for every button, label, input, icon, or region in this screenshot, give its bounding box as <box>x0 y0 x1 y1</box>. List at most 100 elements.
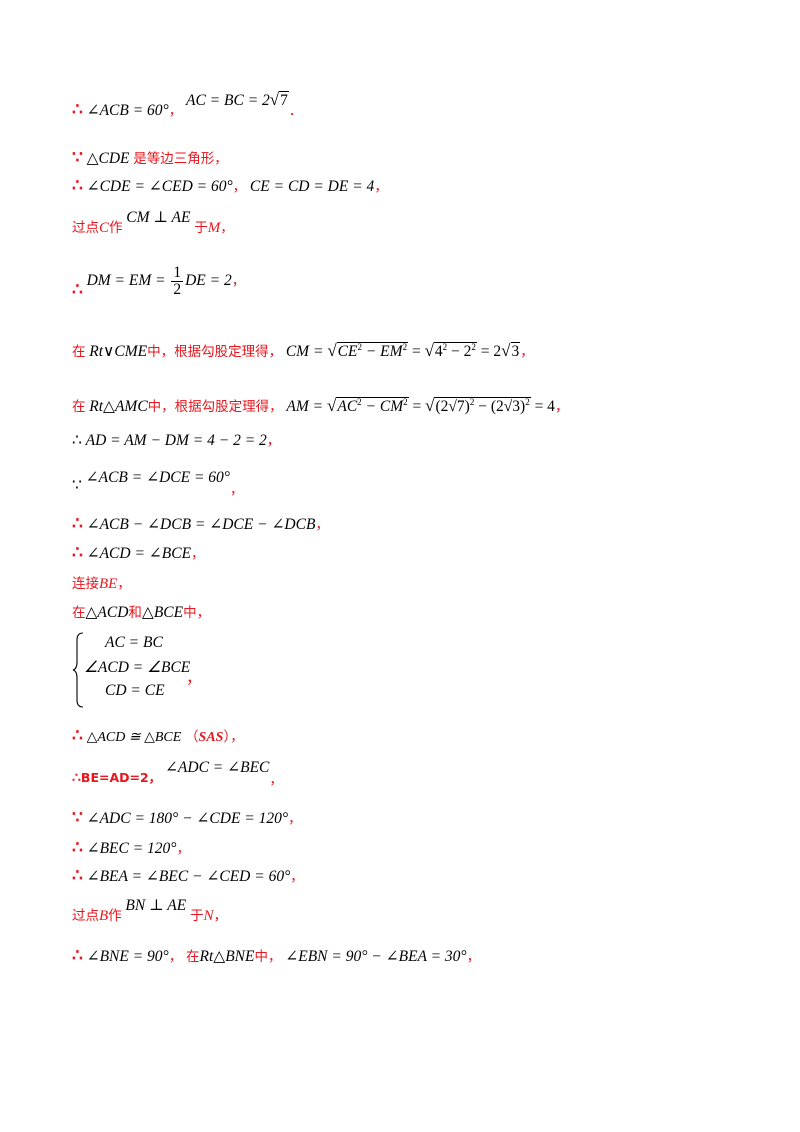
math-expr: CM = √CE2 − EM2 = √42 − 22 = 2√3 <box>285 341 521 361</box>
proof-line-20: ∴ ∠BNE = 90°， 在Rt△BNE中， ∠EBN = 90° − ∠BE… <box>72 946 480 967</box>
equation-3: CD = CE <box>105 682 165 699</box>
equation-2: ∠ACD = ∠BCE <box>84 659 191 676</box>
punct: ， <box>466 949 481 965</box>
text: 中，根据勾股定理得， <box>147 344 283 361</box>
because-symbol: ∵ <box>72 148 83 167</box>
sqrt-sign-small: √ <box>448 398 457 416</box>
var: B <box>99 908 109 924</box>
therefore-symbol: ∴ <box>72 176 83 195</box>
math-part: CM = <box>285 343 324 361</box>
math-expr: ∠ACB − ∠DCB = ∠DCE − ∠DCB <box>86 516 316 533</box>
proof-line-7: 在 Rt△AMC中，根据勾股定理得， AM = √AC2 − CM2 = √(2… <box>72 392 568 417</box>
punct: ， <box>290 869 304 885</box>
proof-line-15: ∴BE=AD=2， ∠ADC = ∠BEC， <box>72 759 283 788</box>
math-expr: AC = BC = 2√7 <box>186 90 289 109</box>
proof-line-5: ∴ DM = EM = 1 2 DE = 2， <box>72 262 245 299</box>
proof-line-2: ∵ △CDE 是等边三角形， <box>72 148 228 169</box>
math-part: = 4 <box>534 398 555 416</box>
proof-line-16: ∵ ∠ADC = 180° − ∠CDE = 120°， <box>72 808 302 829</box>
therefore-symbol: ∴ <box>72 866 83 885</box>
proof-line-1: ∴ ∠ACB = 60°， AC = BC = 2√7． <box>72 90 303 121</box>
therefore-symbol: ∴ <box>72 726 83 745</box>
punct: ， <box>288 811 302 827</box>
punct: ， <box>231 273 246 289</box>
punct: ， <box>232 179 247 195</box>
denominator: 2 <box>173 281 182 299</box>
math-part: ) <box>520 398 526 416</box>
math-expr: DM = EM = <box>86 272 166 289</box>
left-brace <box>72 632 84 708</box>
sqrt-sign: √ <box>424 341 434 361</box>
math-part: AC <box>337 398 358 416</box>
radicand: CE2 − EM2 <box>336 342 409 361</box>
therefore-symbol: ∴ <box>72 280 83 299</box>
therefore-symbol: ∴ <box>72 771 81 786</box>
math-expr: Rt△AMC <box>89 398 148 416</box>
text: 和 <box>128 605 142 621</box>
proof-line-11: ∴ ∠ACD = ∠BCE， <box>72 543 205 564</box>
punct: ， <box>374 179 388 195</box>
math-expr: ∠BEA = ∠BEC − ∠CED = 60° <box>86 868 291 885</box>
math-part: AM = <box>286 398 324 416</box>
proof-line-3: ∴ ∠CDE = ∠CED = 60°， CE = CD = DE = 4， <box>72 176 388 197</box>
sqrt-sign-small: √ <box>503 398 513 416</box>
math-part: ) <box>464 398 470 416</box>
sqrt-sign: √ <box>269 90 280 109</box>
text: 中， <box>254 949 282 965</box>
because-symbol: ∵ <box>72 477 82 494</box>
math-expr: ∠ADC = ∠BEC <box>164 759 270 776</box>
punct: ， <box>220 220 234 236</box>
math-expr: ∠BEC = 120° <box>86 840 177 857</box>
proof-line-9: ∵ ∠ACB = ∠DCE = 60°， <box>72 468 244 498</box>
punct: ， <box>168 103 183 119</box>
math-expr: CM ⊥ AE <box>126 209 191 226</box>
because-symbol: ∵ <box>72 808 83 827</box>
punct: ． <box>288 103 303 119</box>
math-expr: BN ⊥ AE <box>125 897 187 914</box>
text: 中， <box>183 605 211 621</box>
math-part: (2 <box>435 398 449 416</box>
math-expr: ∠EBN = 90° − ∠BEA = 30° <box>285 948 467 965</box>
equation-1: AC = BC <box>105 634 163 651</box>
math-expr: ∠ACD = ∠BCE <box>86 545 192 562</box>
radicand: 7 <box>279 91 289 109</box>
text: 于 <box>194 220 208 236</box>
text: ）， <box>223 729 244 745</box>
therefore-symbol: ∴ <box>72 100 83 119</box>
text: 作 <box>108 908 122 924</box>
equation-system: AC = BC ∠ACD = ∠BCE ， CD = CE <box>72 632 272 708</box>
punct: ， <box>213 908 227 924</box>
proof-line-18: ∴ ∠BEA = ∠BEC − ∠CED = 60°， <box>72 866 304 887</box>
text: 过点 <box>72 908 99 924</box>
text: BE=AD=2， <box>80 770 162 785</box>
text: 过点 <box>72 220 99 236</box>
math-expr: △ACD ≅ △BCE <box>86 730 182 745</box>
radicand: 42 − 22 <box>433 342 477 361</box>
text: 在 <box>72 605 86 621</box>
proof-line-6: 在 Rt∨CME中，根据勾股定理得， CM = √CE2 − EM2 = √42… <box>72 337 534 362</box>
var: M <box>207 220 221 236</box>
var: SAS <box>198 730 224 745</box>
punct: ， <box>168 949 183 965</box>
punct: ， <box>266 433 281 449</box>
math-part: = 2 <box>480 343 502 361</box>
proof-line-13: 在△ACD和△BCE中， <box>72 603 210 623</box>
text: 在 <box>186 949 200 965</box>
punct: ， <box>520 344 534 361</box>
text: 在 <box>72 344 86 361</box>
sqrt-sign: √ <box>425 396 435 416</box>
math-part: CE <box>337 343 358 361</box>
text: 中，根据勾股定理得， <box>147 399 283 416</box>
math-expr: AM = √AC2 − CM2 = √(2√7)2 − (2√3)2 = 4 <box>286 396 555 416</box>
math-expr: Rt△BNE <box>199 948 255 965</box>
proof-line-8: ∴ AD = AM − DM = 4 − 2 = 2， <box>72 431 280 451</box>
punct: ， <box>269 772 283 788</box>
math-part: − (2 <box>474 398 504 416</box>
proof-line-4: 过点C作 CM ⊥ AE 于M， <box>72 209 234 238</box>
math-expr: Rt∨CME <box>89 343 148 361</box>
math-expr: ∠ACB = ∠DCE = 60° <box>85 469 230 486</box>
text: 作 <box>109 220 123 236</box>
text: 于 <box>189 908 204 924</box>
math-expr: △ACD <box>85 604 129 621</box>
math-expr: ∠BNE = 90° <box>86 948 169 965</box>
